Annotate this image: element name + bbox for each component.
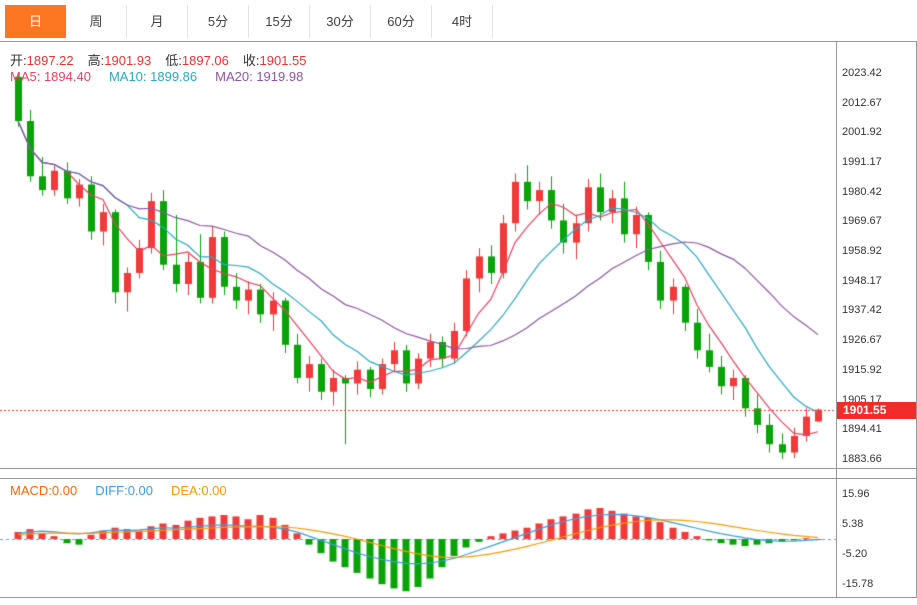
open-value: 1897.22: [26, 53, 74, 68]
price-tick: 1894.41: [842, 423, 882, 436]
macd-value: MACD:0.00: [10, 483, 78, 498]
close-label: 收:: [242, 53, 260, 68]
price-tick: 2012.67: [842, 96, 882, 109]
tab-15分[interactable]: 15分: [249, 5, 310, 38]
chart-panel: 开:1897.22 高:1901.93 低:1897.06 收:1901.55 …: [0, 41, 917, 599]
period-tabbar: 日周月 5分 15分 30分 60分 4时: [0, 0, 917, 41]
price-tick: 1948.17: [842, 274, 882, 287]
ohlc-readout: 开:1897.22 高:1901.93 低:1897.06 收:1901.55: [10, 50, 307, 69]
tab-4时[interactable]: 4时: [432, 5, 493, 38]
high-value: 1901.93: [104, 53, 152, 68]
price-tick: 2023.42: [842, 66, 882, 79]
low-label: 低:: [165, 53, 182, 68]
macd-tick: -15.78: [842, 577, 874, 590]
macd-tick: 15.96: [842, 487, 870, 500]
macd-tick: 5.38: [842, 517, 864, 530]
price-tick: 1883.66: [842, 452, 882, 465]
tab-周[interactable]: 周: [66, 5, 127, 38]
ma-readout: MA5: 1894.40 MA10: 1899.86 MA20: 1919.98: [10, 69, 303, 84]
ma10-value: MA10: 1899.86: [108, 69, 198, 84]
price-tick: 1969.67: [842, 215, 882, 228]
tab-5分[interactable]: 5分: [188, 5, 249, 38]
high-label: 高:: [87, 53, 105, 68]
price-tick: 1926.67: [842, 334, 882, 347]
price-tick: 1915.92: [842, 363, 882, 376]
price-chart-canvas[interactable]: [0, 42, 836, 468]
close-value: 1901.55: [259, 53, 307, 68]
price-tick: 1937.42: [842, 304, 882, 317]
last-price-value: 1901.55: [843, 402, 887, 417]
open-label: 开:: [10, 53, 27, 68]
open-readout: 开:1897.22: [10, 50, 74, 69]
close-readout: 收:1901.55: [243, 50, 307, 69]
price-axis-divider-line: [836, 42, 837, 597]
price-tick: 2001.92: [842, 126, 882, 139]
last-price-tag: 1901.55: [837, 401, 916, 419]
low-value: 1897.06: [181, 53, 229, 68]
tab-60分[interactable]: 60分: [371, 5, 432, 38]
price-tick: 1958.92: [842, 245, 882, 258]
macd-axis: 15.96 5.38 -5.20 -15.78: [842, 479, 914, 599]
low-readout: 低:1897.06: [165, 50, 229, 69]
tab-日[interactable]: 日: [5, 5, 66, 38]
macd-readout: MACD:0.00 DIFF:0.00 DEA:0.00: [10, 483, 227, 498]
high-readout: 高:1901.93: [88, 50, 152, 69]
diff-value: DIFF:0.00: [95, 483, 153, 498]
price-tick: 1980.42: [842, 185, 882, 198]
macd-tick: -5.20: [842, 547, 868, 560]
macd-chart-canvas[interactable]: [0, 479, 836, 599]
panel-divider: [0, 468, 916, 479]
price-tick: 1991.17: [842, 155, 882, 168]
ma5-value: MA5: 1894.40: [10, 69, 91, 84]
dea-value: DEA:0.00: [171, 483, 227, 498]
tab-30分[interactable]: 30分: [310, 5, 371, 38]
tab-月[interactable]: 月: [127, 5, 188, 38]
ma20-value: MA20: 1919.98: [215, 69, 304, 84]
